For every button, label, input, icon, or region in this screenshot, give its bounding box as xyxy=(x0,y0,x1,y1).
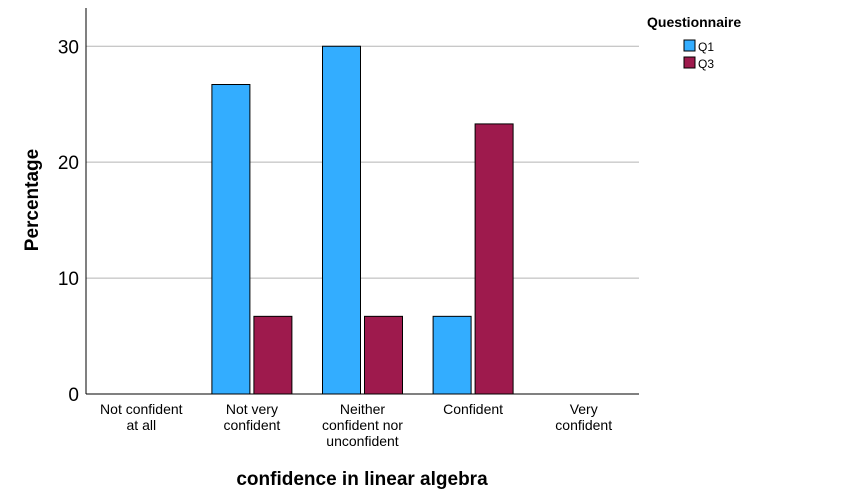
y-tick-label: 30 xyxy=(58,37,79,58)
legend-swatch-q3 xyxy=(683,56,696,69)
bar-q3-1 xyxy=(253,315,293,395)
bars xyxy=(211,45,514,395)
bar-q3-2 xyxy=(364,315,403,395)
y-tick-label: 0 xyxy=(68,385,79,406)
x-axis-title: confidence in linear algebra xyxy=(236,469,488,490)
gridlines xyxy=(86,45,639,279)
bar-q3-3 xyxy=(474,123,514,395)
legend-title: Questionnaire xyxy=(647,14,741,30)
x-tick-labels: Not confident at all Not very confident Neit… xyxy=(100,401,612,449)
y-axis-title: Percentage xyxy=(22,149,43,251)
legend-swatch-q1 xyxy=(683,39,696,52)
bar-q1-3 xyxy=(432,315,472,395)
x-tick-label: Very confident xyxy=(555,401,612,433)
axes xyxy=(85,8,639,395)
bar-q1-1 xyxy=(211,84,251,395)
x-tick-label: Not very confident xyxy=(223,401,280,433)
x-tick-label: Neither confident nor unconfident xyxy=(322,401,403,449)
legend-label-q3: Q3 xyxy=(698,57,714,71)
y-tick-labels: 0 10 20 30 xyxy=(58,37,79,406)
y-tick-label: 10 xyxy=(58,269,79,290)
bar-q1-2 xyxy=(322,45,361,395)
y-tick-label: 20 xyxy=(58,153,79,174)
x-tick-label: Not confident at all xyxy=(100,401,183,433)
legend-label-q1: Q1 xyxy=(698,40,714,54)
legend: Questionnaire Q1 Q3 xyxy=(647,14,741,71)
x-tick-label: Confident xyxy=(443,401,503,417)
